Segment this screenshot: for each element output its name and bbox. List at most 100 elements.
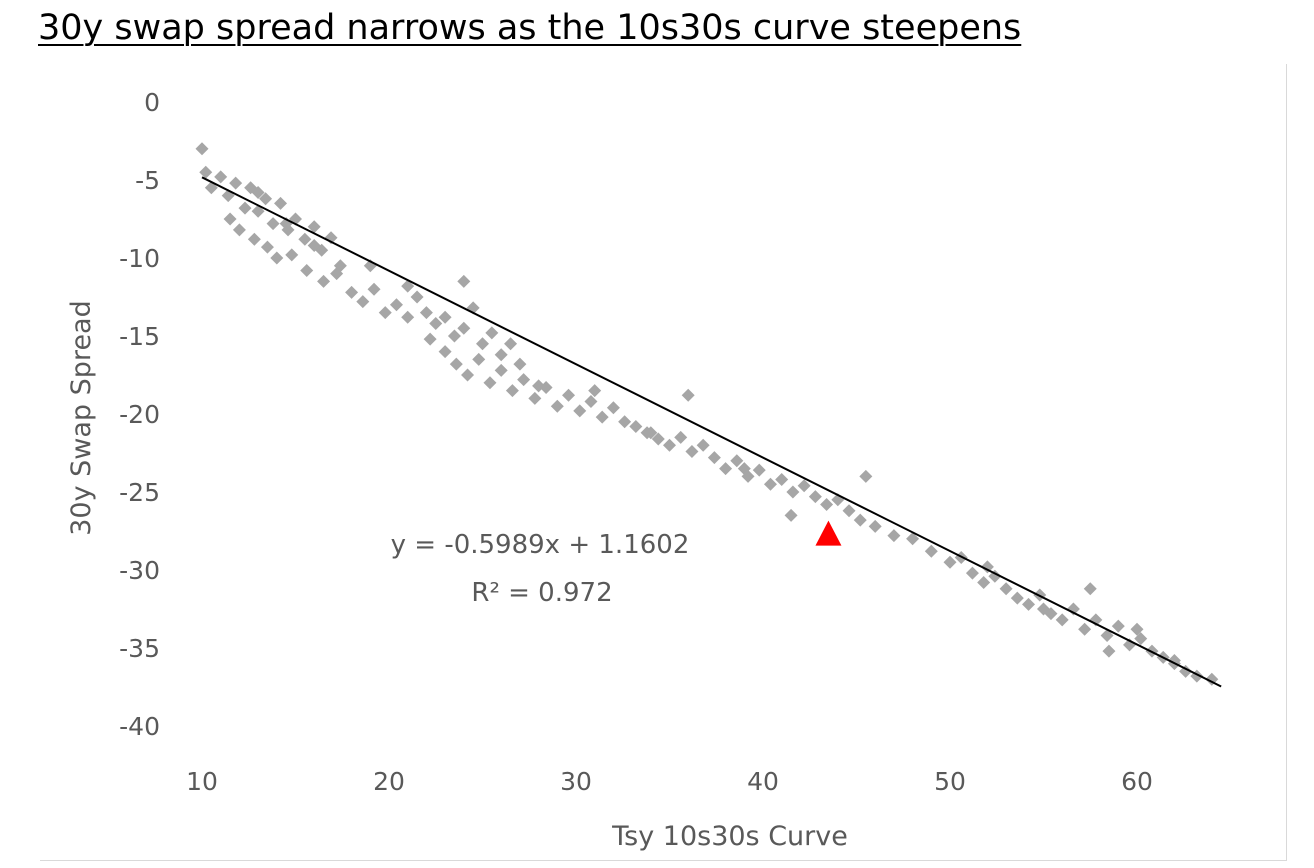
y-tick-label: 0 (144, 88, 160, 117)
chart-frame (40, 64, 1287, 861)
scatter-point (1102, 644, 1116, 658)
scatter-point (307, 239, 321, 253)
scatter-point (573, 404, 587, 418)
y-tick-labels: 0 -5 -10 -15 -20 -25 -30 -35 -40 (119, 88, 160, 741)
scatter-point (808, 490, 822, 504)
scatter-point (859, 469, 873, 483)
scatter-point (1100, 629, 1114, 643)
y-tick-label: -40 (119, 712, 160, 741)
scatter-point (663, 438, 676, 452)
scatter-point (853, 513, 867, 527)
scatter-point (681, 388, 695, 402)
scatter-point (285, 248, 299, 262)
scatter-point (298, 232, 312, 246)
scatter-point (943, 555, 957, 569)
scatter-point (1130, 622, 1144, 636)
scatter-point (223, 212, 237, 226)
highlight-group (815, 520, 842, 546)
scatter-point (1078, 622, 1092, 636)
scatter-point (707, 451, 721, 465)
scatter-point (763, 477, 777, 491)
scatter-point (517, 373, 531, 387)
scatter-point (485, 326, 499, 340)
scatter-point (842, 504, 856, 518)
scatter-point (999, 582, 1013, 596)
scatter-point (752, 463, 766, 477)
scatter-point (274, 196, 288, 210)
scatter-point (651, 432, 665, 446)
scatter-point (423, 332, 437, 346)
scatter-point (307, 220, 321, 234)
scatter-point (562, 388, 576, 402)
y-tick-label: -30 (119, 556, 160, 585)
scatter-point (494, 363, 508, 377)
x-tick-label: 30 (560, 767, 592, 796)
scatter-point (378, 306, 392, 320)
scatter-point (1066, 602, 1080, 616)
scatter-point (447, 329, 461, 343)
scatter-point (737, 462, 751, 476)
y-tick-label: -20 (119, 400, 160, 429)
scatter-point (629, 419, 643, 433)
x-tick-label: 10 (186, 767, 218, 796)
scatter-point (270, 251, 284, 265)
scatter-point (438, 310, 452, 324)
scatter-point (260, 240, 274, 254)
scatter-point (251, 185, 265, 199)
scatter-point (797, 479, 811, 493)
scatter-point (906, 532, 920, 546)
scatter-point (300, 263, 314, 277)
y-tick-label: -35 (119, 634, 160, 663)
scatter-point (247, 232, 261, 246)
scatter-point (232, 223, 246, 237)
x-axis-label: Tsy 10s30s Curve (611, 821, 848, 852)
scatter-point (214, 170, 228, 184)
scatter-point (199, 165, 213, 179)
scatter-point (345, 285, 359, 299)
scatter-point (550, 399, 564, 413)
x-tick-label: 60 (1121, 767, 1153, 796)
scatter-point (266, 217, 280, 231)
scatter-point (528, 391, 542, 405)
scatter-point (457, 321, 471, 335)
y-tick-label: -15 (119, 322, 160, 351)
scatter-point (618, 415, 632, 429)
scatter-point (504, 337, 518, 351)
chart-title: 30y swap spread narrows as the 10s30s cu… (38, 8, 1022, 48)
y-tick-label: -25 (119, 478, 160, 507)
regression-equation: y = -0.5989x + 1.1602 (391, 530, 690, 560)
highlight-point (815, 520, 842, 546)
scatter-point (438, 345, 452, 359)
scatter-point (229, 176, 243, 190)
scatter-point (685, 444, 699, 458)
y-tick-label: -10 (119, 244, 160, 273)
scatter-point (644, 426, 658, 440)
scatter-point (1083, 582, 1097, 596)
scatter-point (449, 357, 463, 371)
trendline-group (201, 176, 1222, 688)
scatter-point (476, 337, 489, 351)
scatter-point (868, 519, 882, 533)
scatter-point (317, 274, 331, 288)
y-tick-label: -5 (135, 166, 160, 195)
scatter-point (1134, 632, 1148, 646)
scatter-point (606, 401, 620, 415)
scatter-point (494, 348, 508, 362)
scatter-point (775, 473, 789, 487)
scatter-point (513, 357, 527, 371)
scatter-point (595, 410, 609, 424)
scatter-point (1037, 602, 1050, 616)
scatter-point (389, 298, 403, 312)
scatter-point (532, 379, 546, 393)
r-squared: R² = 0.972 (471, 578, 612, 608)
scatter-point (719, 462, 733, 476)
scatter-point (483, 376, 497, 390)
x-tick-label: 50 (934, 767, 966, 796)
scatter-point (977, 575, 991, 589)
scatter-point (367, 282, 381, 296)
scatter-point (786, 485, 800, 499)
scatter-point (330, 267, 344, 281)
scatter-point (505, 384, 519, 398)
x-tick-labels: 10 20 30 40 50 60 (186, 767, 1153, 796)
